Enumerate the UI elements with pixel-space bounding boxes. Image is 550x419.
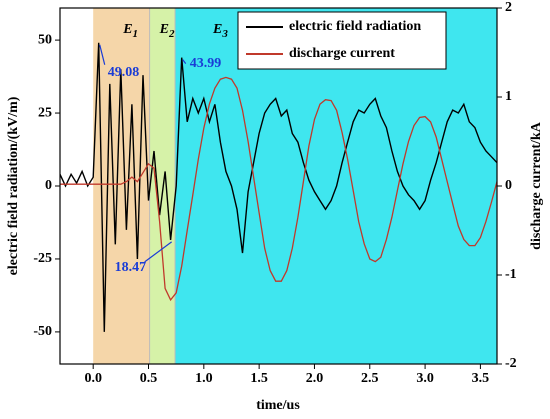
x-tick-label: 0.5 (140, 371, 158, 386)
annotation: 43.99 (190, 56, 222, 71)
y-tick-label: 25 (38, 105, 52, 120)
y-tick-label: 50 (38, 32, 52, 47)
y2-axis-label: discharge current/kA (529, 121, 544, 250)
x-tick-label: 2.5 (361, 371, 379, 386)
y2-tick-label: 2 (505, 0, 512, 15)
region-label: E1 (122, 22, 138, 39)
y-tick-label: -25 (33, 251, 52, 266)
y-tick-label: 0 (45, 178, 52, 193)
x-tick-label: 3.0 (416, 371, 434, 386)
x-axis-label: time/us (256, 398, 300, 413)
y2-tick-label: -1 (505, 267, 517, 282)
x-tick-label: 2.0 (306, 371, 324, 386)
x-tick-label: 0.0 (84, 371, 102, 386)
series-line (60, 76, 497, 302)
region (149, 8, 176, 364)
y-tick-label: -50 (33, 324, 52, 339)
legend-label: discharge current (289, 46, 395, 61)
y2-tick-label: 1 (505, 89, 512, 104)
y2-tick-label: -2 (505, 356, 517, 371)
legend-label: electric field radiation (289, 19, 421, 34)
annotation: 49.08 (108, 65, 140, 80)
series-line (60, 42, 497, 332)
annotation: 18.47 (115, 260, 146, 275)
region-label: E2 (159, 22, 175, 39)
annotation-leader (99, 44, 106, 65)
annotation-leader (144, 241, 172, 263)
x-tick-label: 1.5 (250, 371, 268, 386)
legend-box (237, 11, 447, 70)
annotation-leader (182, 59, 187, 64)
x-tick-label: 3.5 (472, 371, 490, 386)
x-tick-label: 1.0 (195, 371, 213, 386)
region-label: E3 (212, 22, 228, 39)
y2-tick-label: 0 (505, 178, 512, 193)
y-axis-label: electric field radiation/(kV/m) (6, 96, 21, 275)
